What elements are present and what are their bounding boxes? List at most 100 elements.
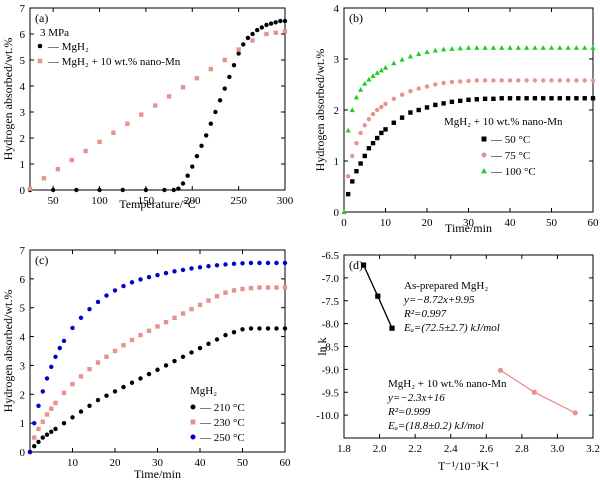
data-point [185,173,190,178]
data-point [582,96,587,101]
data-point [70,325,75,331]
data-point [507,78,513,83]
x-axis-label: T⁻¹/10⁻³K⁻¹ [438,459,500,473]
data-point [474,97,479,102]
data-point [163,363,169,368]
data-point [231,62,237,68]
y-tick-label: 3 [20,360,26,372]
data-point [240,327,245,332]
data-point [121,384,126,390]
series-0 [27,18,288,193]
legend-label: — 100 °C [490,166,536,178]
data-point [36,426,41,432]
data-point [231,288,237,293]
data-point [362,153,367,159]
data-point [353,94,360,100]
legend-marker [37,43,43,49]
data-point [379,130,384,136]
data-point [129,380,135,385]
data-point [264,22,269,28]
data-point [189,266,194,271]
data-point [250,31,255,37]
data-point [194,76,200,81]
y-tick-label: -9.5 [322,387,340,399]
data-point [78,315,84,321]
data-point [278,18,283,24]
y-axis-label: Hydrogen absorbed/wt.% [313,49,327,172]
legend-marker [481,136,487,142]
y-tick-label: 4 [334,3,340,15]
data-point [524,78,529,83]
data-point [532,45,538,50]
data-point [162,187,167,193]
x-tick-label: 40 [195,457,207,469]
data-point [95,360,101,365]
x-tick-label: 100 [91,195,108,207]
series-0 [360,262,395,331]
y-axis-label: ln k [315,337,329,355]
data-point [474,78,479,83]
data-point [197,345,203,351]
data-point [379,104,384,110]
data-point [374,70,380,75]
data-point [152,103,158,108]
data-point [358,161,363,166]
data-point [370,73,376,78]
series-2 [341,45,596,215]
data-point [139,112,144,117]
data-point [49,429,54,434]
x-tick-label: 30 [152,457,164,469]
data-point [549,96,554,101]
data-point [208,121,214,126]
data-point [375,107,380,113]
data-point [138,332,143,338]
data-point [407,53,414,59]
fit-equation: y=−2.3x+16 [387,392,445,404]
data-point [223,332,228,338]
y-tick-label: 2 [20,133,26,145]
data-point [362,80,368,86]
plot-frame [343,7,594,213]
data-point [74,187,79,193]
data-point [121,343,126,348]
data-point [40,419,45,424]
data-point [248,285,254,291]
panel-0: 50 100 150 200 250 300 0 1 2 3 4 5 6 7 Temperature/°C H… [1,3,294,211]
x-tick-label: 50 [546,217,558,229]
data-point [129,337,135,343]
data-point [57,345,62,351]
data-point [257,260,262,266]
data-point [245,35,251,41]
data-point [206,298,211,303]
data-point [172,269,177,274]
y-tick-label: 1 [20,159,26,171]
data-point [441,80,446,86]
x-tick-label: 50 [48,195,60,207]
data-point [416,51,422,57]
data-point [360,262,367,268]
data-point [458,98,463,104]
y-tick-label: 2 [20,389,26,401]
data-point [27,186,33,191]
panel-label: (c) [35,253,48,267]
y-tick-label: -7.0 [322,273,340,285]
data-point [574,96,579,101]
data-point [532,96,538,101]
data-point [97,139,102,145]
data-point [180,181,186,186]
x-tick-label: 1.8 [337,443,351,455]
data-point [180,354,186,359]
fit-equation: y=−8.72x+9.95 [403,294,475,306]
data-point [282,285,288,290]
data-point [391,96,396,101]
data-point [391,60,397,66]
data-point [104,393,109,398]
fit-ea: Eₐ=(72.5±2.7) kJ/mol [403,322,500,334]
data-point [217,98,223,103]
legend-label: — MgH₂ [47,41,89,53]
data-point [155,367,160,372]
data-point [282,326,288,331]
y-tick-label: 7 [20,3,26,15]
data-point [399,115,405,120]
